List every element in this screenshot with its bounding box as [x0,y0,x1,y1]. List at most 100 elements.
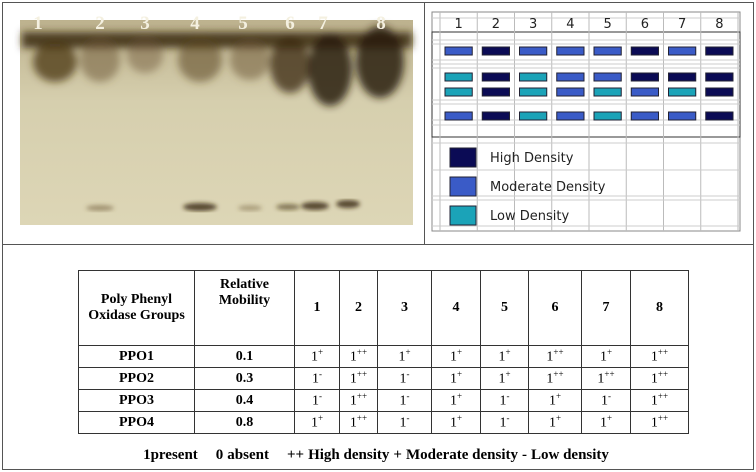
cell-value: 1 [399,371,407,387]
band [444,111,473,121]
lane-label: 4 [190,13,200,34]
density-cell: 1+ [528,389,582,412]
cell-mark: + [555,391,562,402]
cell-value: 1 [548,415,556,431]
cell-value: 1 [349,415,357,431]
column-label: 3 [529,17,537,32]
density-cell: 1- [294,367,340,390]
band [519,87,548,97]
footer: 1present 0 absent ++ High density + Moderate d… [0,447,756,464]
cell-value: 1 [498,349,506,365]
cell-value: 1 [546,371,554,387]
table-row: PPO4 0.8 1+ 1++ 1- 1+ 1- 1+ 1+ 1++ [78,411,689,434]
footer-symbol: 1 [143,447,151,463]
density-cell: 1+ [294,411,340,434]
cell-mark: + [456,347,463,358]
cell-mark: + [317,347,324,358]
cell-value: 1 [349,371,357,387]
header-cell: 5 [480,270,529,346]
legend-label: High Density [490,151,574,166]
column-label: 7 [678,17,686,32]
band [556,46,585,56]
cell-mark: ++ [553,347,564,358]
header-cell: 2 [339,270,378,346]
density-cell: 1+ [431,411,481,434]
legend-label: Low Density [490,209,569,224]
header-cell: 6 [528,270,582,346]
cell-value: 1 [449,393,457,409]
cell-mark: - [406,413,410,424]
mobility-cell: 0.3 [194,367,295,390]
legend-swatch [449,147,477,168]
band [481,46,510,56]
density-cell: 1- [377,367,432,390]
cell-value: 1 [601,393,608,409]
cell-value: 1 [499,393,507,409]
density-cell: 1++ [339,367,378,390]
cell-mark: + [505,369,511,380]
density-cell: 1++ [339,345,378,368]
group-cell: PPO3 [78,389,195,412]
cell-mark: ++ [657,391,669,402]
band [593,87,622,97]
column-label: 4 [566,17,574,32]
gel-bands [86,200,360,211]
lane-label: 7 [318,13,328,34]
cell-mark: + [456,369,463,380]
cell-mark: ++ [356,347,368,358]
density-cell: 1++ [630,367,689,390]
cell-value: 1 [349,349,357,365]
group-cell: PPO2 [78,367,195,390]
density-cell: 1++ [528,345,582,368]
band [444,46,473,56]
band [556,72,585,82]
cell-value: 1 [650,393,658,409]
density-cell: 1- [377,411,432,434]
header-cell: Poly Phenyl Oxidase Groups [78,270,195,346]
group-cell: PPO1 [78,345,195,368]
footer-text: Low density [531,447,609,463]
divider [424,3,425,244]
lane-label: 6 [285,13,295,34]
cell-value: 1 [599,349,607,365]
band [630,46,659,56]
density-cell: 1++ [339,389,378,412]
cell-value: 1 [349,393,357,409]
footer-item: + Moderate density [393,447,518,463]
cell-value: 1 [310,349,318,365]
density-cell: 1+ [581,345,631,368]
density-cell: 1+ [431,389,481,412]
cell-mark: + [505,347,511,358]
column-label: 2 [492,17,500,32]
cell-mark: - [406,369,410,380]
cell-mark: + [606,413,613,424]
group-cell: PPO4 [78,411,195,434]
band [556,87,585,97]
cell-mark: + [456,391,463,402]
legend-swatch [449,205,477,226]
cell-value: 1 [546,349,554,365]
cell-mark: ++ [356,413,368,424]
density-cell: 1- [377,389,432,412]
cell-value: 1 [499,415,507,431]
density-cell: 1- [480,389,529,412]
cell-value: 1 [650,349,658,365]
band [630,87,659,97]
density-cell: 1+ [480,367,529,390]
cell-value: 1 [449,415,457,431]
cell-mark: - [506,413,510,424]
cell-value: 1 [650,415,658,431]
cell-value: 1 [398,349,406,365]
cell-value: 1 [312,371,319,387]
cell-mark: - [506,391,510,402]
cell-mark: + [606,347,613,358]
cell-mark: + [317,413,324,424]
density-cell: 1+ [480,345,529,368]
band [705,72,734,82]
column-label: 8 [715,17,723,32]
density-cell: 1++ [630,389,689,412]
density-cell: 1- [581,389,631,412]
